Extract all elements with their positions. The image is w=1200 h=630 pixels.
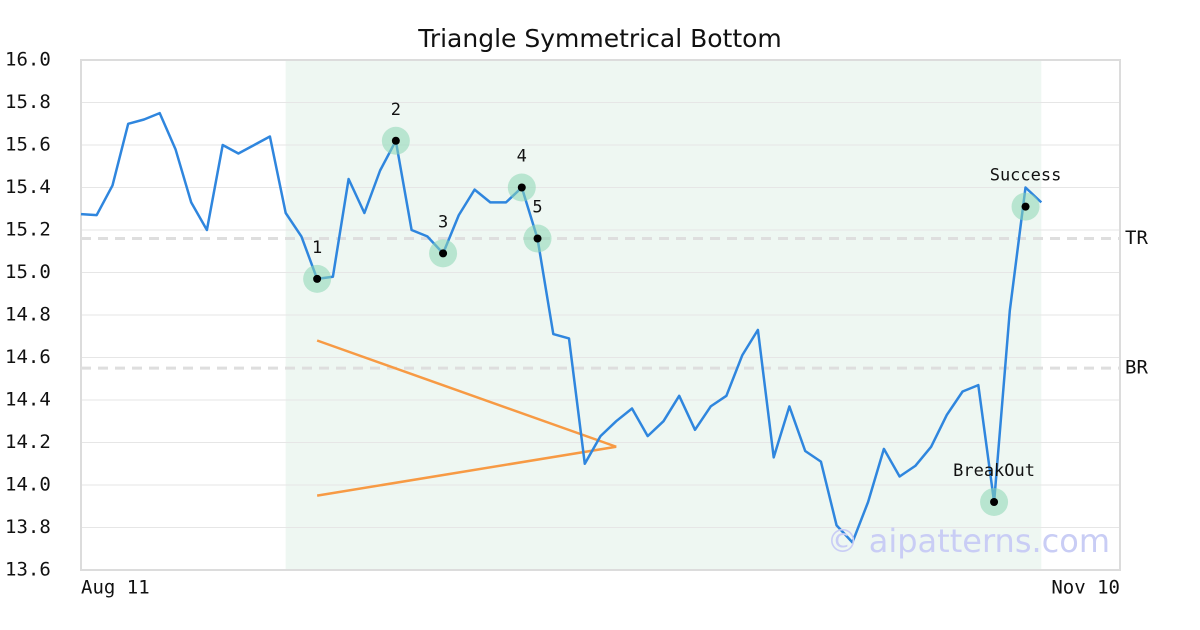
marker-dot — [990, 498, 999, 506]
marker-dot — [1021, 202, 1030, 211]
marker-label: 4 — [517, 147, 527, 167]
level-label: BR — [1125, 357, 1148, 379]
marker-label: 2 — [391, 100, 401, 120]
y-tick-label: 15.4 — [5, 176, 51, 198]
marker-label: 3 — [438, 212, 448, 232]
chart-title: Triangle Symmetrical Bottom — [417, 24, 782, 53]
y-tick-label: 15.6 — [5, 134, 51, 156]
y-tick-label: 15.2 — [5, 219, 51, 241]
y-tick-label: 15.0 — [5, 261, 51, 283]
trend-line — [316, 445, 617, 497]
marker-dot — [533, 234, 542, 243]
marker-dot — [439, 249, 448, 258]
y-tick-label: 14.4 — [5, 389, 51, 411]
x-tick-label: Nov 10 — [1051, 577, 1120, 599]
y-tick-label: 13.8 — [5, 516, 51, 538]
marker-dot — [313, 274, 322, 283]
marker-dot — [517, 183, 526, 192]
x-tick-label: Aug 11 — [81, 577, 150, 599]
marker-label: Success — [990, 166, 1062, 186]
y-tick-label: 14.2 — [5, 431, 51, 453]
watermark: © aipatterns.com — [827, 522, 1110, 560]
level-label: TR — [1125, 227, 1148, 249]
marker-dot — [391, 136, 400, 145]
plot-frame — [80, 59, 1121, 571]
y-tick-label: 14.8 — [5, 304, 51, 326]
marker-label: 1 — [312, 238, 322, 258]
y-tick-label: 15.8 — [5, 91, 51, 113]
y-tick-label: 16.0 — [5, 49, 51, 71]
price-line — [80, 111, 1043, 544]
trend-line — [316, 339, 617, 448]
marker-label: BreakOut — [953, 461, 1035, 481]
y-tick-label: 13.6 — [5, 559, 51, 581]
marker-label: 5 — [532, 198, 542, 218]
y-tick-label: 14.0 — [5, 474, 51, 496]
y-tick-label: 14.6 — [5, 346, 51, 368]
